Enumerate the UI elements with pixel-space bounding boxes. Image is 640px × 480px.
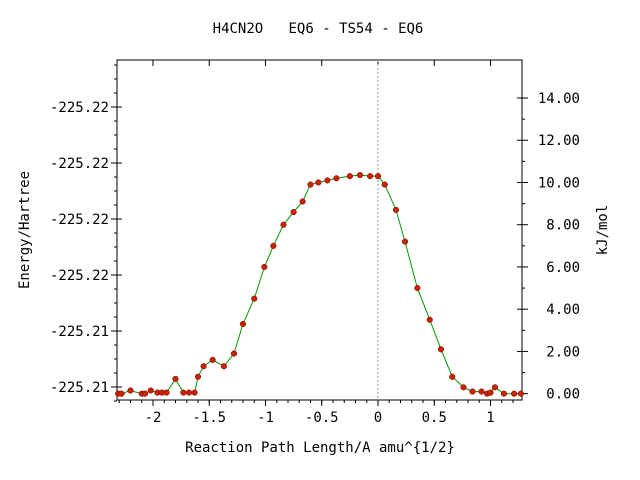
left-tick-label: -225.22 [50, 212, 109, 228]
left-tick-label: -225.21 [50, 324, 109, 340]
series-layer [115, 172, 524, 397]
data-point [280, 221, 287, 228]
data-point [346, 173, 353, 180]
data-point [261, 263, 268, 271]
left-tick-label: -225.21 [50, 380, 109, 396]
data-point [381, 181, 388, 188]
data-point [500, 390, 508, 397]
data-point [460, 384, 467, 391]
x-tick-label: 0 [374, 410, 382, 426]
data-point [251, 295, 258, 302]
series-line [118, 174, 521, 395]
data-point [270, 242, 277, 249]
data-point [163, 389, 170, 396]
x-axis-label: Reaction Path Length/A amu^{1/2} [185, 440, 455, 456]
data-point [437, 346, 445, 353]
data-point [367, 173, 374, 180]
data-point [191, 389, 198, 396]
x-tick-label: -1 [257, 410, 274, 426]
left-tick-label: -225.22 [50, 156, 109, 172]
data-point [220, 363, 227, 370]
right-tick-label: 4.00 [546, 302, 580, 318]
data-point [414, 285, 421, 292]
data-point [230, 350, 238, 357]
data-point [333, 175, 340, 182]
x-tick-label: 0.5 [422, 410, 447, 426]
x-tick-label: -1.5 [192, 410, 226, 426]
data-point [172, 375, 179, 382]
left-tick-label: -225.22 [50, 100, 109, 116]
chart-title: H4CN2O EQ6 - TS54 - EQ6 [213, 21, 424, 37]
left-tick-label: -225.22 [50, 268, 109, 284]
data-point [511, 390, 518, 397]
data-point [426, 316, 433, 323]
data-point [478, 388, 485, 395]
data-point [147, 387, 154, 394]
right-tick-label: 10.00 [538, 175, 580, 191]
data-point [517, 390, 524, 397]
x-tick-label: 1 [486, 410, 494, 426]
data-point [290, 208, 297, 216]
data-point [118, 390, 125, 397]
right-tick-label: 8.00 [546, 218, 580, 234]
data-point [392, 206, 400, 213]
axis-ticks: -2 -1.5 -1 -0.5 0 0.5 10.002.004.006.008.0010.… [50, 60, 580, 426]
data-point [299, 198, 306, 205]
data-point [491, 384, 499, 391]
data-point [180, 389, 187, 396]
data-point [200, 363, 207, 370]
left-axis-label: Energy/Hartree [17, 171, 33, 289]
data-point [469, 388, 476, 395]
data-point [401, 238, 409, 245]
data-point [127, 387, 134, 394]
data-point [324, 177, 331, 184]
right-tick-label: 6.00 [546, 260, 580, 276]
right-tick-label: 0.00 [546, 387, 580, 403]
right-tick-label: 2.00 [546, 344, 580, 360]
data-point [142, 390, 149, 397]
data-point [449, 373, 456, 380]
data-point [307, 181, 314, 188]
data-point [356, 172, 364, 179]
data-point [194, 373, 202, 380]
data-point [315, 179, 322, 186]
data-point [209, 356, 216, 363]
right-tick-label: 14.00 [538, 91, 580, 107]
x-tick-label: -0.5 [305, 410, 339, 426]
data-point [185, 389, 193, 396]
right-tick-label: 12.00 [538, 133, 580, 149]
data-point [487, 389, 494, 396]
right-axis-label: kJ/mol [595, 205, 611, 256]
plot-frame [116, 59, 523, 401]
x-tick-label: -2 [145, 410, 162, 426]
data-point [374, 173, 382, 180]
data-point [239, 320, 247, 328]
